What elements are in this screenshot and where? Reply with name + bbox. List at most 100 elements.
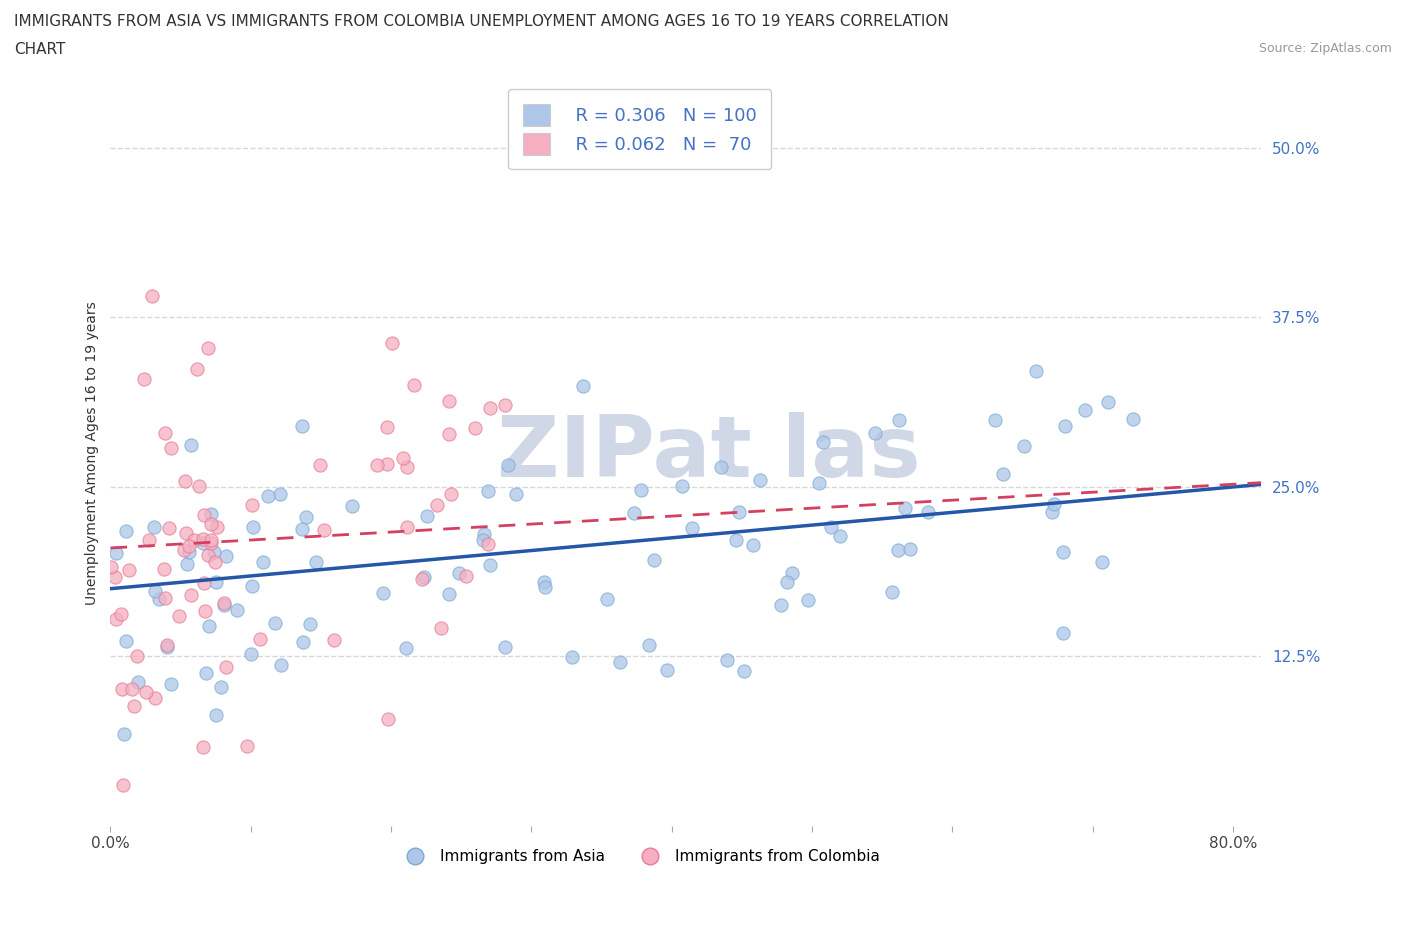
Point <box>609 655 631 670</box>
Point <box>533 575 555 590</box>
Point <box>1122 412 1144 427</box>
Point <box>156 637 179 652</box>
Point <box>1052 544 1074 559</box>
Point <box>447 565 470 580</box>
Point <box>202 545 225 560</box>
Point <box>1052 626 1074 641</box>
Point <box>1043 497 1066 512</box>
Point <box>813 435 835 450</box>
Point <box>263 616 285 631</box>
Point <box>143 690 166 705</box>
Point <box>249 631 271 646</box>
Point <box>395 641 418 656</box>
Point <box>186 362 208 377</box>
Point <box>225 603 247 618</box>
Point <box>193 508 215 523</box>
Point <box>299 617 322 631</box>
Point <box>204 554 226 569</box>
Point <box>110 606 132 621</box>
Point <box>132 372 155 387</box>
Point <box>494 397 516 412</box>
Point <box>157 521 180 536</box>
Point <box>984 412 1007 427</box>
Point <box>105 611 128 626</box>
Point <box>820 520 842 535</box>
Point <box>111 682 134 697</box>
Point <box>375 457 398 472</box>
Point <box>141 288 163 303</box>
Point <box>167 609 190 624</box>
Point <box>1091 555 1114 570</box>
Point <box>623 505 645 520</box>
Point <box>207 520 229 535</box>
Point <box>177 545 200 560</box>
Point <box>112 726 135 741</box>
Point <box>156 640 179 655</box>
Point <box>776 575 799 590</box>
Y-axis label: Unemployment Among Ages 16 to 19 years: Unemployment Among Ages 16 to 19 years <box>86 301 100 604</box>
Point <box>153 426 176 441</box>
Point <box>880 584 903 599</box>
Point <box>204 708 226 723</box>
Point <box>464 420 486 435</box>
Point <box>121 682 143 697</box>
Point <box>494 639 516 654</box>
Point <box>534 579 557 594</box>
Point <box>733 663 755 678</box>
Point <box>291 418 314 433</box>
Point <box>830 528 852 543</box>
Point <box>291 522 314 537</box>
Point <box>212 595 235 610</box>
Point <box>887 413 910 428</box>
Point <box>153 562 176 577</box>
Point <box>205 575 228 590</box>
Point <box>242 520 264 535</box>
Point <box>716 653 738 668</box>
Point <box>200 533 222 548</box>
Point <box>193 576 215 591</box>
Point <box>174 525 197 540</box>
Point <box>710 459 733 474</box>
Point <box>429 620 451 635</box>
Point <box>143 583 166 598</box>
Point <box>174 473 197 488</box>
Point <box>561 649 583 664</box>
Point <box>437 587 460 602</box>
Point <box>1025 364 1047 379</box>
Point <box>127 649 149 664</box>
Point <box>396 519 419 534</box>
Point <box>471 532 494 547</box>
Point <box>426 497 449 512</box>
Point <box>796 592 818 607</box>
Point <box>413 570 436 585</box>
Point <box>437 394 460 409</box>
Point <box>160 440 183 455</box>
Point <box>340 498 363 513</box>
Point <box>808 475 831 490</box>
Point <box>111 777 134 792</box>
Point <box>681 521 703 536</box>
Point <box>191 536 214 551</box>
Point <box>180 588 202 603</box>
Text: Source: ZipAtlas.com: Source: ZipAtlas.com <box>1258 42 1392 55</box>
Point <box>472 526 495 541</box>
Point <box>572 379 595 393</box>
Point <box>118 563 141 578</box>
Point <box>291 635 314 650</box>
Point <box>193 739 215 754</box>
Point <box>477 537 499 551</box>
Point <box>655 663 678 678</box>
Point <box>366 458 388 472</box>
Point <box>240 578 263 593</box>
Point <box>1074 402 1097 417</box>
Point <box>396 459 419 474</box>
Point <box>404 378 426 392</box>
Point <box>200 516 222 531</box>
Point <box>183 533 205 548</box>
Point <box>1097 395 1119 410</box>
Point <box>630 483 652 498</box>
Point <box>188 479 211 494</box>
Point <box>725 533 748 548</box>
Point <box>191 531 214 546</box>
Point <box>122 698 145 713</box>
